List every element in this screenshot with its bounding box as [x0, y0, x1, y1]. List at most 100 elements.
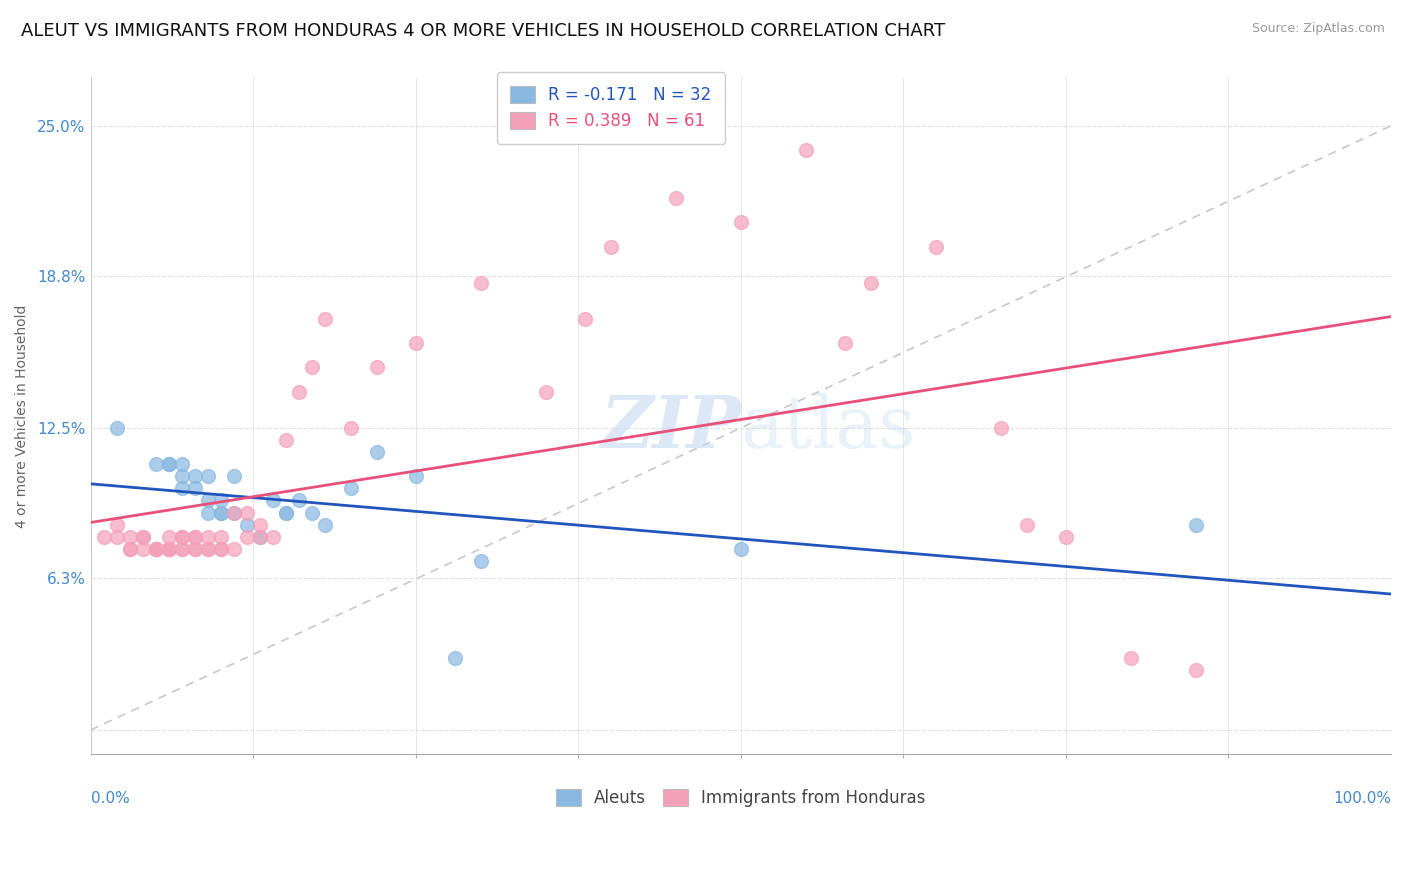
- Point: [170, 469, 193, 483]
- Point: [209, 506, 232, 520]
- Point: [197, 469, 219, 483]
- Point: [1015, 517, 1038, 532]
- Text: 0.0%: 0.0%: [90, 791, 129, 806]
- Point: [157, 541, 180, 556]
- Point: [366, 445, 388, 459]
- Point: [197, 530, 219, 544]
- Point: [118, 541, 141, 556]
- Point: [314, 517, 336, 532]
- Point: [794, 143, 817, 157]
- Text: ALEUT VS IMMIGRANTS FROM HONDURAS 4 OR MORE VEHICLES IN HOUSEHOLD CORRELATION CH: ALEUT VS IMMIGRANTS FROM HONDURAS 4 OR M…: [21, 22, 945, 40]
- Point: [157, 530, 180, 544]
- Point: [287, 493, 309, 508]
- Point: [209, 530, 232, 544]
- Point: [274, 506, 297, 520]
- Point: [859, 276, 882, 290]
- Point: [339, 421, 361, 435]
- Text: ZIP: ZIP: [600, 392, 741, 464]
- Point: [366, 360, 388, 375]
- Point: [118, 541, 141, 556]
- Point: [301, 360, 323, 375]
- Point: [209, 506, 232, 520]
- Point: [170, 541, 193, 556]
- Point: [145, 541, 167, 556]
- Point: [157, 457, 180, 471]
- Point: [157, 541, 180, 556]
- Point: [925, 239, 948, 253]
- Point: [105, 421, 128, 435]
- Y-axis label: 4 or more Vehicles in Household: 4 or more Vehicles in Household: [15, 304, 30, 527]
- Point: [274, 506, 297, 520]
- Point: [235, 517, 257, 532]
- Point: [157, 541, 180, 556]
- Point: [274, 433, 297, 447]
- Point: [145, 541, 167, 556]
- Point: [183, 530, 205, 544]
- Point: [730, 541, 752, 556]
- Point: [209, 493, 232, 508]
- Point: [197, 541, 219, 556]
- Point: [197, 493, 219, 508]
- Point: [1185, 663, 1208, 677]
- Point: [105, 517, 128, 532]
- Point: [262, 530, 284, 544]
- Point: [574, 312, 596, 326]
- Point: [183, 530, 205, 544]
- Point: [170, 530, 193, 544]
- Point: [665, 191, 688, 205]
- Point: [222, 506, 245, 520]
- Point: [405, 336, 427, 351]
- Point: [599, 239, 621, 253]
- Point: [249, 517, 271, 532]
- Text: 100.0%: 100.0%: [1333, 791, 1391, 806]
- Point: [157, 457, 180, 471]
- Point: [235, 506, 257, 520]
- Point: [730, 215, 752, 229]
- Point: [1054, 530, 1077, 544]
- Point: [170, 530, 193, 544]
- Point: [443, 650, 465, 665]
- Point: [145, 541, 167, 556]
- Point: [405, 469, 427, 483]
- Point: [314, 312, 336, 326]
- Text: Source: ZipAtlas.com: Source: ZipAtlas.com: [1251, 22, 1385, 36]
- Point: [131, 541, 153, 556]
- Point: [470, 554, 492, 568]
- Point: [183, 469, 205, 483]
- Point: [249, 530, 271, 544]
- Point: [1119, 650, 1142, 665]
- Point: [183, 541, 205, 556]
- Point: [339, 481, 361, 495]
- Point: [222, 541, 245, 556]
- Point: [301, 506, 323, 520]
- Point: [235, 530, 257, 544]
- Text: atlas: atlas: [741, 392, 917, 463]
- Point: [157, 541, 180, 556]
- Point: [131, 530, 153, 544]
- Point: [262, 493, 284, 508]
- Point: [990, 421, 1012, 435]
- Point: [145, 541, 167, 556]
- Point: [834, 336, 856, 351]
- Point: [118, 530, 141, 544]
- Point: [170, 457, 193, 471]
- Point: [105, 530, 128, 544]
- Point: [170, 481, 193, 495]
- Legend: Aleuts, Immigrants from Honduras: Aleuts, Immigrants from Honduras: [550, 782, 932, 814]
- Point: [209, 541, 232, 556]
- Point: [183, 481, 205, 495]
- Point: [170, 541, 193, 556]
- Point: [209, 541, 232, 556]
- Point: [534, 384, 557, 399]
- Point: [183, 541, 205, 556]
- Point: [287, 384, 309, 399]
- Point: [470, 276, 492, 290]
- Point: [1185, 517, 1208, 532]
- Point: [222, 469, 245, 483]
- Point: [249, 530, 271, 544]
- Point: [197, 541, 219, 556]
- Point: [197, 506, 219, 520]
- Point: [222, 506, 245, 520]
- Point: [131, 530, 153, 544]
- Point: [93, 530, 115, 544]
